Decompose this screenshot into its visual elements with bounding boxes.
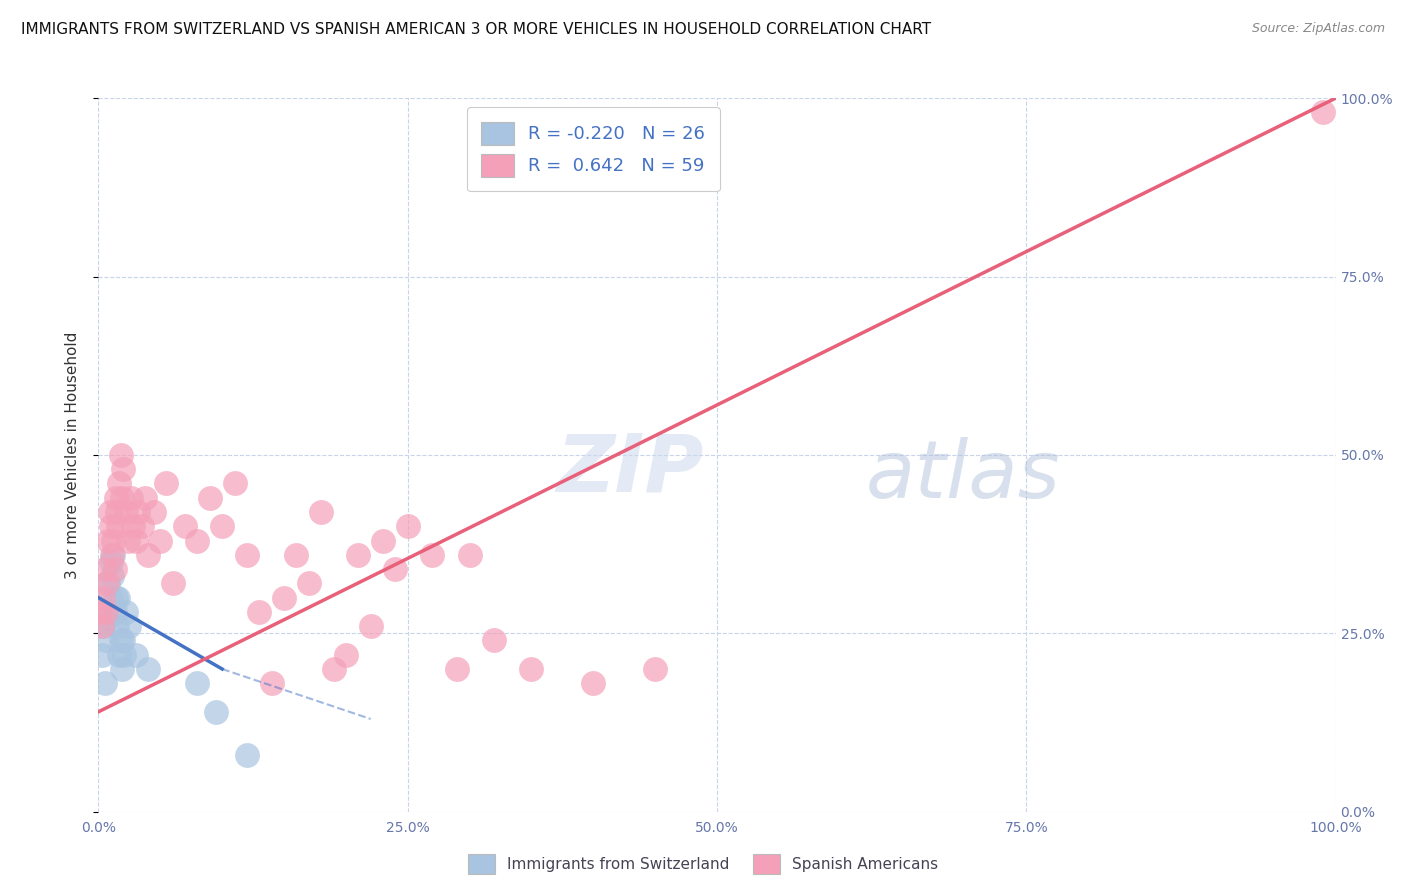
Text: atlas: atlas <box>866 437 1060 516</box>
Point <box>162 576 184 591</box>
Point <box>107 519 129 533</box>
Point <box>360 619 382 633</box>
Point <box>117 533 139 548</box>
Point <box>97 576 120 591</box>
Point <box>112 462 135 476</box>
Point <box>111 491 134 505</box>
Point <box>108 648 131 662</box>
Point <box>396 519 419 533</box>
Point <box>309 505 332 519</box>
Point <box>273 591 295 605</box>
Point <box>104 491 127 505</box>
Point <box>384 562 406 576</box>
Point <box>114 505 136 519</box>
Point <box>103 533 125 548</box>
Text: ZIP: ZIP <box>557 430 703 508</box>
Point <box>520 662 543 676</box>
Point <box>127 505 149 519</box>
Point <box>98 505 121 519</box>
Point <box>103 605 125 619</box>
Point <box>101 569 124 583</box>
Point <box>198 491 221 505</box>
Point <box>90 605 112 619</box>
Point <box>186 676 208 690</box>
Point <box>105 505 128 519</box>
Point <box>347 548 370 562</box>
Point <box>103 562 125 576</box>
Point <box>112 633 135 648</box>
Point <box>285 548 308 562</box>
Point <box>174 519 197 533</box>
Point <box>124 533 146 548</box>
Point <box>100 555 122 569</box>
Point <box>91 619 114 633</box>
Point <box>122 519 145 533</box>
Point <box>114 605 136 619</box>
Point <box>260 676 283 690</box>
Point <box>108 476 131 491</box>
Point <box>110 633 132 648</box>
Point <box>96 576 118 591</box>
Point <box>104 591 127 605</box>
Point <box>100 519 122 533</box>
Point <box>105 619 128 633</box>
Point <box>236 747 259 762</box>
Point <box>446 662 468 676</box>
Point <box>211 519 233 533</box>
Point <box>484 633 506 648</box>
Point <box>96 612 118 626</box>
Point <box>93 562 115 576</box>
Point <box>1312 105 1334 120</box>
Point <box>458 548 481 562</box>
Point <box>93 591 115 605</box>
Point <box>143 505 166 519</box>
Point <box>134 491 156 505</box>
Point <box>91 648 114 662</box>
Point <box>298 576 321 591</box>
Text: Source: ZipAtlas.com: Source: ZipAtlas.com <box>1251 22 1385 36</box>
Point <box>94 605 117 619</box>
Point <box>93 676 115 690</box>
Point <box>97 533 120 548</box>
Point <box>124 648 146 662</box>
Point <box>94 633 117 648</box>
Point <box>335 648 357 662</box>
Legend: Immigrants from Switzerland, Spanish Americans: Immigrants from Switzerland, Spanish Ame… <box>461 848 945 880</box>
Point <box>236 548 259 562</box>
Text: IMMIGRANTS FROM SWITZERLAND VS SPANISH AMERICAN 3 OR MORE VEHICLES IN HOUSEHOLD : IMMIGRANTS FROM SWITZERLAND VS SPANISH A… <box>21 22 931 37</box>
Point <box>131 519 153 533</box>
Point <box>112 648 135 662</box>
Point <box>136 548 159 562</box>
Y-axis label: 3 or more Vehicles in Household: 3 or more Vehicles in Household <box>65 331 80 579</box>
Point <box>93 619 115 633</box>
Legend: R = -0.220   N = 26, R =  0.642   N = 59: R = -0.220 N = 26, R = 0.642 N = 59 <box>467 107 720 192</box>
Point <box>107 591 129 605</box>
Point <box>98 591 121 605</box>
Point <box>155 476 177 491</box>
Point <box>422 548 444 562</box>
Point <box>149 533 172 548</box>
Point <box>111 662 134 676</box>
Point <box>371 533 394 548</box>
Point <box>247 605 270 619</box>
Point <box>224 476 246 491</box>
Point <box>101 548 124 562</box>
Point <box>205 705 228 719</box>
Point <box>136 662 159 676</box>
Point <box>110 448 132 462</box>
Point <box>644 662 666 676</box>
Point <box>118 619 141 633</box>
Point <box>186 533 208 548</box>
Point <box>120 491 142 505</box>
Point <box>103 548 125 562</box>
Point <box>582 676 605 690</box>
Point <box>322 662 344 676</box>
